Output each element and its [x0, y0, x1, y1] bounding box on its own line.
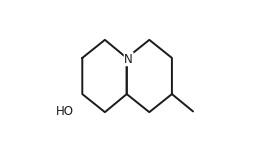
Text: N: N [124, 53, 133, 66]
Text: HO: HO [56, 105, 74, 118]
